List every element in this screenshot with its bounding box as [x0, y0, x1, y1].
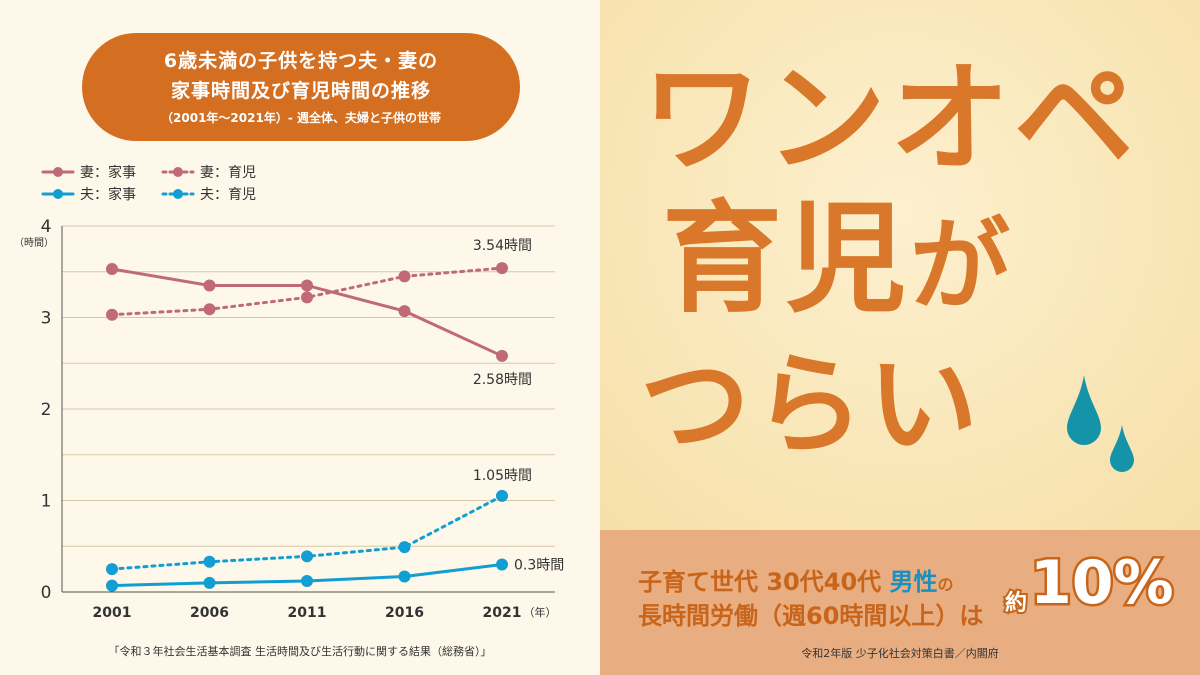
- data-point: [496, 262, 508, 275]
- x-tick-label: 2016: [385, 605, 424, 621]
- x-tick-label: 2006: [190, 605, 229, 621]
- legend-label: 妻：育児: [200, 165, 256, 181]
- data-point: [398, 270, 411, 283]
- chart-title-line2: 家事時間及び育児時間の推移: [170, 80, 431, 102]
- bottom-band: 子育て世代 30代40代 男性の 長時間労働（週60時間以上）は: [600, 530, 1200, 675]
- data-point: [203, 555, 216, 568]
- data-point: [496, 349, 508, 362]
- data-point: [301, 279, 313, 292]
- legend-marker: [53, 189, 63, 199]
- x-tick-label: 2001: [93, 605, 132, 621]
- chart-title-line1: 6歳未満の子供を持つ夫・妻の: [163, 50, 439, 72]
- data-point: [398, 305, 411, 318]
- stat-line2: 長時間労働（週60時間以上）は: [638, 602, 984, 630]
- data-label: 2.58時間: [473, 372, 532, 388]
- chart-title-box: 6歳未満の子供を持つ夫・妻の 家事時間及び育児時間の推移 （2001年～2021…: [82, 33, 520, 141]
- y-unit-label: （時間）: [14, 237, 54, 249]
- legend-label: 妻：家事: [80, 164, 136, 181]
- stat-percent: 10%: [1028, 546, 1177, 621]
- legend-label: 夫：家事: [80, 186, 136, 203]
- data-point: [301, 575, 313, 588]
- y-tick-label: 2: [41, 400, 52, 420]
- data-point: [496, 558, 508, 571]
- headline-line3: つらい: [640, 341, 982, 469]
- y-tick-label: 0: [41, 583, 52, 603]
- data-label: 0.3時間: [514, 558, 564, 574]
- y-tick-label: 3: [41, 309, 52, 329]
- headline-line2: 育児が: [662, 200, 1014, 320]
- legend-marker: [173, 189, 183, 199]
- data-point: [203, 576, 216, 589]
- data-point: [301, 291, 313, 304]
- data-point: [496, 489, 508, 502]
- stat-source: 令和2年版 少子化社会対策白書／内閣府: [801, 647, 999, 660]
- y-tick-label: 4: [41, 217, 52, 237]
- stat-approx: 約: [1003, 589, 1029, 618]
- chart-source: 「令和３年社会生活基本調査 生活時間及び生活行動に関する結果（総務省）」: [108, 645, 492, 658]
- data-point: [398, 570, 411, 583]
- data-point: [106, 579, 118, 592]
- stat-text-no: の: [937, 575, 954, 594]
- x-tick-label: 2011: [288, 605, 327, 621]
- legend-label: 夫：育児: [200, 187, 256, 203]
- data-point: [301, 550, 313, 563]
- stat-text-male: 男性: [889, 568, 938, 596]
- legend-marker: [173, 167, 183, 177]
- data-point: [106, 563, 118, 576]
- sweat-drop-icon: [1067, 375, 1134, 472]
- chart-subtitle: （2001年～2021年）- 週全体、夫婦と子供の世帯: [161, 111, 441, 125]
- data-point: [106, 263, 118, 276]
- data-label: 3.54時間: [473, 238, 532, 254]
- line-chart: 0 1 2 3 4（時間） 2001 2006 2011 2016 2021 （年） 妻：家事 妻：育児…: [14, 164, 564, 621]
- data-point: [203, 303, 216, 316]
- stat-text-a: 子育て世代 30代40代: [638, 568, 890, 596]
- data-point: [398, 541, 411, 554]
- y-tick-label: 1: [41, 492, 52, 512]
- headline-ga: が: [910, 207, 1014, 324]
- right-panel: ワンオペ 育児が つらい: [600, 0, 1200, 530]
- legend-marker: [53, 167, 63, 177]
- headline-line1: ワンオペ: [642, 50, 1138, 189]
- data-point: [203, 279, 216, 292]
- headline-ikuji: 育児: [662, 190, 910, 329]
- data-label: 1.05時間: [473, 468, 532, 484]
- data-point: [106, 308, 118, 321]
- x-tick-label: 2021: [483, 605, 522, 621]
- x-unit-label: （年）: [524, 605, 557, 619]
- stat-line1: 子育て世代 30代40代 男性の: [638, 562, 954, 597]
